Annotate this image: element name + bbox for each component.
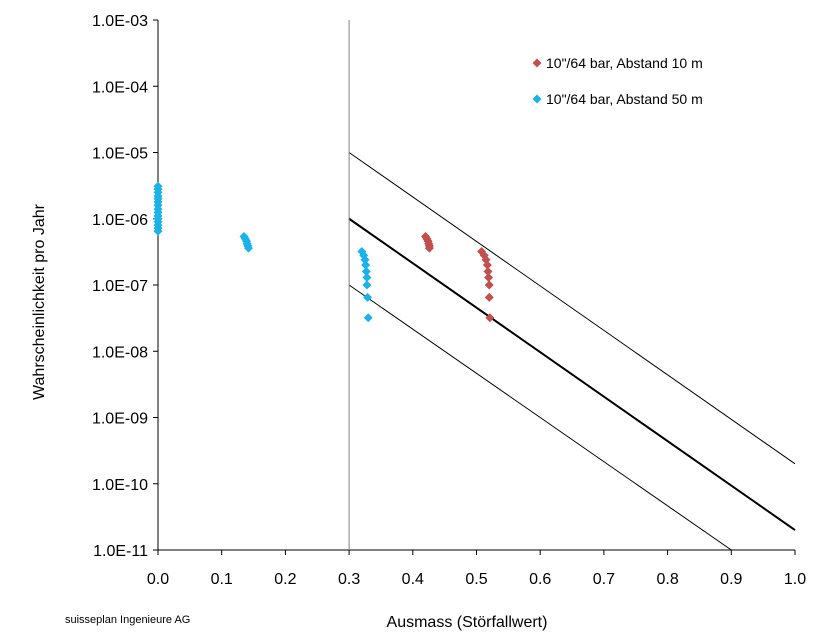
- data-point-series-1: [482, 260, 492, 270]
- x-tick-label: 0.0: [147, 571, 169, 588]
- data-point-series-1: [485, 313, 495, 323]
- data-point-series-2: [243, 243, 253, 253]
- legend: 10"/64 bar, Abstand 10 m 10"/64 bar, Abst…: [532, 55, 703, 107]
- data-point-series-2: [363, 292, 373, 302]
- data-point-series-1: [479, 250, 489, 260]
- y-tick-label: 1.0E-07: [92, 278, 148, 295]
- reference-line: [348, 152, 796, 465]
- x-tick-label: 0.4: [402, 571, 424, 588]
- credit-text: suisseplan Ingenieure AG: [65, 614, 190, 626]
- x-tick-label: 1.0: [784, 571, 806, 588]
- data-point-series-2: [153, 226, 163, 236]
- y-tick-label: 1.0E-04: [92, 79, 148, 96]
- reference-line: [348, 217, 796, 531]
- y-tick-label: 1.0E-08: [92, 344, 148, 361]
- data-point-series-1: [484, 292, 494, 302]
- legend-label: 10"/64 bar, Abstand 10 m: [546, 55, 703, 71]
- data-point-series-1: [424, 243, 434, 253]
- x-tick-label: 0.1: [211, 571, 233, 588]
- x-tick-label: 0.7: [593, 571, 615, 588]
- y-axis-title: Wahrscheinlichkeit pro Jahr: [31, 203, 48, 400]
- x-axis-title: Ausmass (Störfallwert): [387, 614, 548, 631]
- data-point-series-2: [361, 260, 371, 270]
- data-point-series-2: [363, 313, 373, 323]
- x-tick-label: 0.2: [274, 571, 296, 588]
- y-tick-label: 1.0E-05: [92, 146, 148, 163]
- x-tick-label: 0.6: [529, 571, 551, 588]
- y-tick-label: 1.0E-09: [92, 411, 148, 428]
- data-points: [153, 181, 495, 323]
- data-point-series-2: [360, 255, 370, 265]
- y-tick-label: 1.0E-03: [92, 13, 148, 30]
- data-point-series-1: [484, 272, 494, 282]
- legend-marker: [532, 58, 542, 68]
- data-point-series-1: [484, 280, 494, 290]
- data-point-series-2: [361, 266, 371, 276]
- y-tick-label: 1.0E-10: [92, 477, 148, 494]
- reference-line: [348, 284, 732, 551]
- legend-label: 10"/64 bar, Abstand 50 m: [546, 91, 703, 107]
- data-point-series-2: [362, 280, 372, 290]
- x-tick-label: 0.3: [338, 571, 360, 588]
- data-point-series-1: [483, 266, 493, 276]
- x-tick-label: 0.9: [720, 571, 742, 588]
- data-point-series-2: [359, 250, 369, 260]
- axes: 0.0 0.1 0.2 0.3 0.4 0.5 0.6 0.7 0.8 0.9 1.0 1.0E-11…: [92, 13, 806, 588]
- legend-marker: [532, 94, 542, 104]
- x-tick-label: 0.5: [465, 571, 487, 588]
- y-tick-label: 1.0E-11: [93, 543, 148, 560]
- data-point-series-2: [362, 272, 372, 282]
- x-tick-label: 0.8: [656, 571, 678, 588]
- reference-lines: [348, 20, 796, 551]
- y-tick-label: 1.0E-06: [92, 212, 148, 229]
